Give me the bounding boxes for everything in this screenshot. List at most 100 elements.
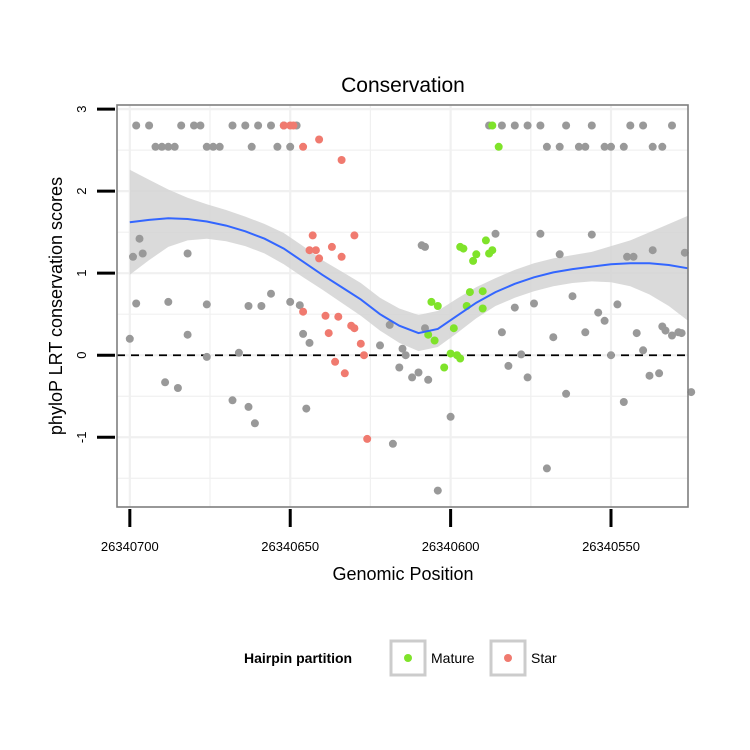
y-tick-label: 3 <box>74 105 89 112</box>
data-points <box>125 121 696 495</box>
data-point-other <box>164 297 173 306</box>
smooth-line <box>129 217 689 335</box>
data-point-other <box>504 361 513 370</box>
data-point-other <box>177 121 186 130</box>
data-point-other <box>658 142 667 151</box>
data-point-other <box>568 292 577 301</box>
data-point-mature <box>488 121 497 130</box>
data-point-other <box>542 142 551 151</box>
data-point-other <box>164 142 173 151</box>
data-point-mature <box>494 142 503 151</box>
data-point-mature <box>469 256 478 265</box>
data-point-other <box>215 142 224 151</box>
data-point-mature <box>449 324 458 333</box>
data-point-other <box>398 344 407 353</box>
data-point-star <box>350 231 359 240</box>
data-point-mature <box>478 304 487 313</box>
data-point-other <box>267 121 275 130</box>
data-point-other <box>129 252 137 261</box>
data-point-other <box>421 324 429 333</box>
data-point-other <box>286 297 295 306</box>
data-point-star <box>363 434 372 443</box>
data-point-other <box>536 121 545 130</box>
data-point-star <box>331 357 340 366</box>
data-point-other <box>619 398 628 406</box>
data-point-other <box>138 249 147 258</box>
legend-label-mature: Mature <box>431 650 475 666</box>
plot-border <box>116 104 689 508</box>
data-point-other <box>299 329 308 338</box>
legend-key-mature-dot <box>404 654 412 662</box>
data-point-other <box>587 121 596 130</box>
data-point-other <box>161 378 170 387</box>
data-point-other <box>417 241 426 250</box>
data-point-other <box>157 142 166 151</box>
data-point-other <box>151 142 160 151</box>
data-point-mature <box>472 250 481 259</box>
data-point-other <box>613 300 622 309</box>
data-point-star <box>356 339 365 348</box>
data-point-star <box>324 329 333 338</box>
data-point-other <box>687 388 696 397</box>
data-point-other <box>523 121 532 130</box>
data-point-other <box>202 142 211 151</box>
x-tick-label: 26340550 <box>582 539 640 554</box>
data-point-other <box>385 320 394 329</box>
plot-background <box>117 105 688 507</box>
data-point-mature <box>459 244 468 253</box>
data-point-other <box>626 121 635 130</box>
data-point-star <box>350 324 359 333</box>
data-point-mature <box>456 354 465 363</box>
data-point-star <box>340 369 349 378</box>
data-point-mature <box>430 336 439 345</box>
data-point-other <box>619 142 628 151</box>
data-point-star <box>289 121 298 130</box>
data-point-other <box>645 371 654 380</box>
confidence-band <box>129 169 689 352</box>
data-point-other <box>530 299 538 308</box>
data-point-star <box>360 351 368 360</box>
data-point-other <box>424 375 433 384</box>
data-point-other <box>190 121 198 130</box>
x-tick-label: 26340700 <box>101 539 159 554</box>
data-point-other <box>574 142 583 151</box>
data-point-other <box>648 246 657 255</box>
data-point-star <box>315 254 324 263</box>
data-point-other <box>247 142 256 151</box>
data-point-other <box>629 252 638 261</box>
data-point-other <box>241 121 250 130</box>
data-point-other <box>510 303 519 312</box>
data-point-other <box>408 373 417 382</box>
legend-title: Hairpin partition <box>244 650 352 666</box>
data-point-mature <box>433 302 442 310</box>
y-tick-label: 0 <box>74 352 89 359</box>
data-point-other <box>581 328 590 337</box>
data-point-other <box>202 300 211 309</box>
data-point-other <box>302 404 311 413</box>
data-point-other <box>655 369 664 378</box>
data-point-star <box>321 311 330 320</box>
data-point-other <box>517 350 526 359</box>
data-point-other <box>632 329 641 338</box>
y-axis: -1 0 1 2 3 <box>74 105 115 443</box>
data-point-other <box>497 328 506 337</box>
data-point-other <box>587 230 596 239</box>
data-point-other <box>173 384 182 392</box>
data-point-other <box>125 334 134 343</box>
data-point-mature <box>465 288 474 297</box>
data-point-mature <box>427 297 436 306</box>
data-point-star <box>308 231 317 240</box>
data-point-other <box>600 316 609 325</box>
data-point-other <box>555 250 564 259</box>
data-point-other <box>433 486 442 495</box>
data-point-other <box>555 142 564 151</box>
data-point-other <box>132 121 141 130</box>
data-point-other <box>273 142 282 151</box>
data-point-other <box>257 302 266 310</box>
data-point-other <box>639 121 648 130</box>
data-point-other <box>145 121 154 130</box>
data-point-mature <box>440 363 449 372</box>
legend-label-star: Star <box>531 650 557 666</box>
data-point-other <box>677 329 686 338</box>
